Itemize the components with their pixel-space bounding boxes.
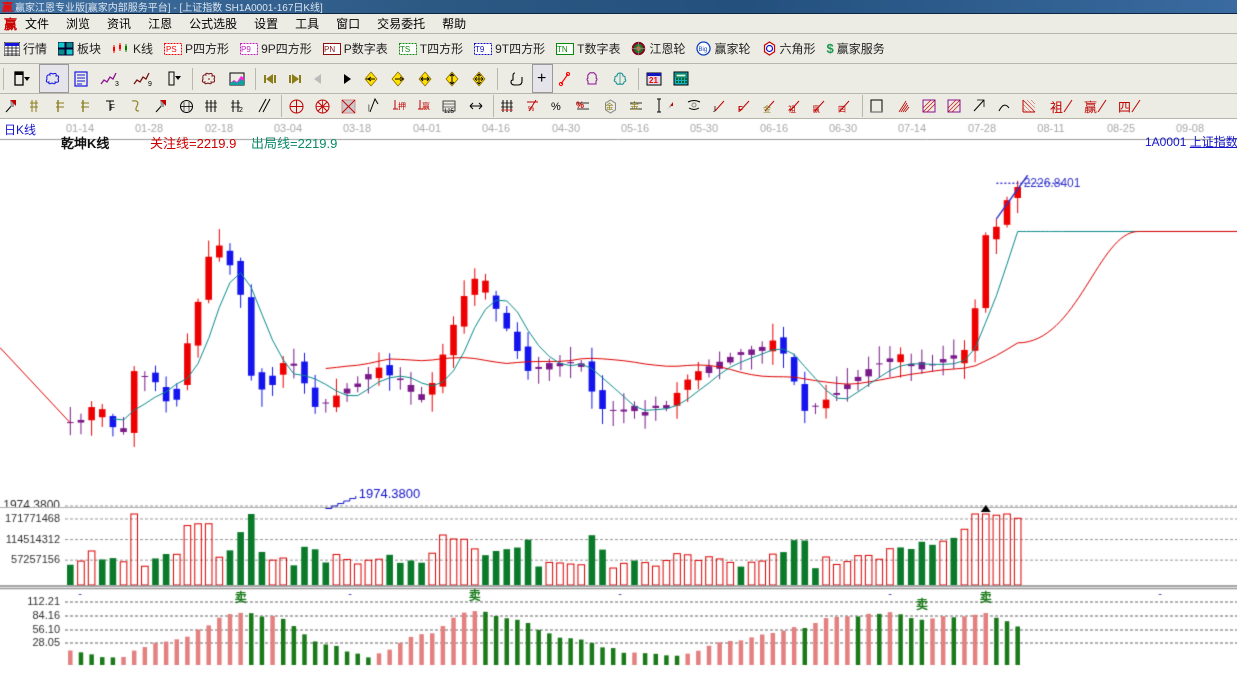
svg-text:赢: 赢 xyxy=(422,101,430,111)
svg-text:赢: 赢 xyxy=(813,104,820,113)
svg-text:%: % xyxy=(551,101,561,113)
svg-text:125: 125 xyxy=(444,109,455,113)
svg-text:%: % xyxy=(528,106,534,113)
svg-text:袓: 袓 xyxy=(788,104,796,113)
svg-text:TS: TS xyxy=(400,45,410,54)
svg-text:PS: PS xyxy=(166,45,177,54)
svg-text:TN: TN xyxy=(557,45,568,54)
svg-text:F: F xyxy=(738,105,743,113)
svg-text:|: | xyxy=(368,105,370,112)
svg-text:9: 9 xyxy=(148,81,152,87)
svg-text:金: 金 xyxy=(606,101,614,111)
svg-text:P9: P9 xyxy=(241,45,251,54)
svg-text:PN: PN xyxy=(324,45,335,54)
svg-text:F: F xyxy=(110,103,115,112)
svg-text:T9: T9 xyxy=(475,45,485,54)
svg-text:3: 3 xyxy=(115,81,119,87)
svg-text:金: 金 xyxy=(630,100,639,111)
svg-text:J: J xyxy=(713,105,716,113)
svg-text:21: 21 xyxy=(649,76,658,85)
svg-text:%: % xyxy=(576,100,584,110)
svg-text:四: 四 xyxy=(838,105,846,113)
svg-text:Big: Big xyxy=(699,47,708,53)
svg-text:2: 2 xyxy=(239,107,243,113)
svg-text:金: 金 xyxy=(763,104,771,113)
svg-text:押: 押 xyxy=(398,101,406,111)
